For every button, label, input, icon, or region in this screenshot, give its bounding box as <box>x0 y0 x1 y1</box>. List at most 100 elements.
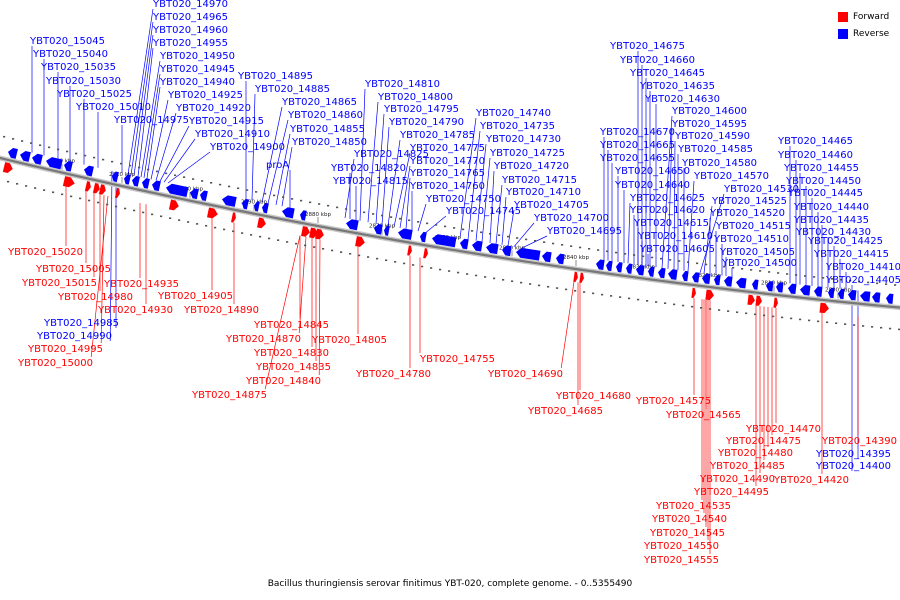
track-mark <box>498 234 501 236</box>
track-mark <box>619 296 622 298</box>
label-leader-lines <box>31 8 859 554</box>
leader-line <box>318 239 321 376</box>
gene-arrow <box>62 176 75 188</box>
reverse-gene-label: YBT020_14580 <box>681 158 757 169</box>
track-mark <box>250 234 253 236</box>
forward-gene <box>2 162 13 173</box>
reverse-gene <box>8 147 18 159</box>
gene-arrow <box>64 160 73 172</box>
reverse-gene-label: YBT020_14975 <box>113 115 189 126</box>
reverse-gene <box>152 180 161 192</box>
track-mark <box>156 170 159 173</box>
track-mark <box>660 257 663 260</box>
gene-arrow <box>222 195 237 207</box>
gene-arrow <box>848 289 857 301</box>
gene-arrow <box>472 240 483 252</box>
leader-line <box>381 126 390 225</box>
reverse-gene-label: YBT020_14640 <box>614 180 690 191</box>
reverse-gene-label: YBT020_14425 <box>807 236 883 247</box>
track-mark <box>93 156 96 159</box>
reverse-gene <box>132 176 140 187</box>
track-mark <box>255 191 258 193</box>
track-mark <box>300 199 303 202</box>
reverse-swatch <box>838 28 848 39</box>
leader-line <box>513 222 535 247</box>
track-mark <box>817 320 820 323</box>
reverse-gene-label: YBT020_14925 <box>167 90 243 101</box>
track-mark <box>439 268 442 271</box>
forward-gene-label: YBT020_14830 <box>253 348 329 359</box>
forward-gene <box>98 184 106 195</box>
track-mark <box>840 278 843 281</box>
reverse-gene-label: YBT020_14590 <box>674 131 750 142</box>
reverse-gene-label: YBT020_14615 <box>633 218 709 229</box>
forward-gene-label: YBT020_14480 <box>717 448 793 459</box>
forward-gene-label: YBT020_14935 <box>103 279 179 290</box>
track-mark <box>322 247 325 250</box>
leader-line <box>417 203 427 232</box>
leader-line <box>475 143 487 241</box>
track-mark <box>115 205 118 208</box>
track-mark <box>367 256 370 258</box>
track-mark <box>885 283 888 285</box>
reverse-gene-label: YBT020_14530 <box>723 184 799 195</box>
track-mark <box>880 326 883 329</box>
track-mark <box>547 285 550 288</box>
forward-gene-label: YBT020_14680 <box>555 391 631 402</box>
reverse-gene-label: YBT020_14850 <box>291 137 367 148</box>
forward-gene <box>206 207 218 219</box>
track-mark <box>336 206 339 209</box>
map-caption: Bacillus thuringiensis serovar finitimus… <box>267 579 633 589</box>
gene-arrow <box>542 251 552 263</box>
track-mark <box>138 166 141 169</box>
gene-arrow <box>407 245 412 256</box>
reverse-gene-label: YBT020_14525 <box>711 196 787 207</box>
reverse-gene-label: YBT020_14595 <box>671 119 747 130</box>
track-mark <box>412 264 415 266</box>
leader-line <box>667 128 673 269</box>
track-mark <box>732 266 735 269</box>
leader-line <box>673 140 676 270</box>
forward-gene-label: YBT020_14835 <box>255 362 331 373</box>
track-mark <box>318 203 321 205</box>
track-mark <box>682 304 685 307</box>
reverse-gene-label: YBT020_15010 <box>75 102 151 113</box>
track-mark <box>574 289 577 292</box>
forward-gene-label: YBT020_14685 <box>527 406 603 417</box>
track-mark <box>709 308 712 310</box>
reverse-gene <box>300 210 307 221</box>
track-mark <box>862 325 865 327</box>
reverse-gene-label: YBT020_14700 <box>533 213 609 224</box>
track-mark <box>849 279 852 282</box>
forward-gene-label: YBT020_15020 <box>7 247 83 258</box>
track-mark <box>664 302 667 305</box>
track-mark <box>192 178 195 180</box>
track-mark <box>102 158 105 161</box>
gene-arrow <box>724 276 733 287</box>
gene-arrow <box>152 180 161 192</box>
leader-line <box>155 112 177 181</box>
forward-gene <box>355 236 365 247</box>
forward-gene-label: YBT020_14870 <box>225 334 301 345</box>
reverse-gene <box>46 157 63 170</box>
reverse-gene <box>384 225 390 236</box>
track-mark <box>606 250 609 253</box>
track-mark <box>538 284 541 287</box>
track-mark <box>430 267 433 269</box>
track-mark <box>565 288 568 291</box>
track-mark <box>120 162 123 165</box>
reverse-gene-label: YBT020_14520 <box>709 208 785 219</box>
leader-line <box>159 125 190 182</box>
gene-arrow <box>766 281 774 292</box>
reverse-gene-label: YBT020_14570 <box>693 171 769 182</box>
track-mark <box>579 246 582 249</box>
reverse-gene <box>142 178 150 189</box>
track-mark <box>763 314 766 317</box>
track-mark <box>331 249 334 252</box>
reverse-gene <box>616 262 623 273</box>
track-mark <box>376 257 379 260</box>
leader-line <box>393 152 411 227</box>
track-mark <box>142 211 145 214</box>
track-mark <box>871 326 874 328</box>
track-mark <box>183 176 186 178</box>
